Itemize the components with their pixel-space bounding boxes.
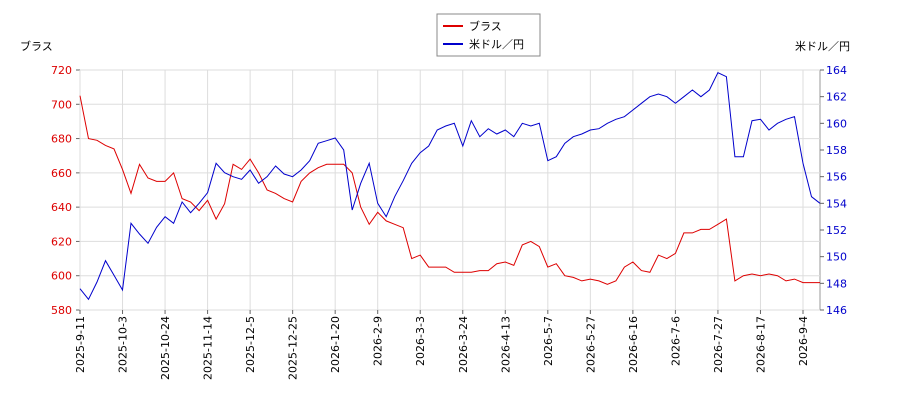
plot-area [79,69,821,311]
legend-label: ブラス [469,19,502,33]
x-tick-label: 2026-7-27 [712,316,725,373]
x-tick-label: 2026-4-13 [499,316,512,373]
x-tick-label: 2025-12-5 [244,316,257,373]
x-tick-label: 2026-5-7 [542,316,555,366]
x-tick-label: 2026-1-20 [329,316,342,373]
x-tick-label: 2026-2-9 [372,316,385,366]
y-tick-label: 600 [51,270,72,283]
legend-box [436,13,541,57]
x-tick-label: 2025-9-11 [74,316,87,373]
y2-tick-label: 154 [826,197,847,210]
x-tick-label: 2026-3-3 [414,316,427,366]
y-tick-label: 580 [51,304,72,317]
x-tick-label: 2026-8-17 [754,316,767,373]
y2-tick-label: 150 [826,251,847,264]
x-tick-label: 2026-9-4 [797,316,810,366]
x-tick-label: 2026-3-24 [457,316,470,373]
y-tick-label: 720 [51,64,72,77]
y2-tick-label: 158 [826,144,847,157]
x-tick-label: 2026-5-27 [584,316,597,373]
legend-label: 米ドル／円 [469,38,524,51]
y-tick-label: 660 [51,167,72,180]
x-tick-label: 2025-10-3 [117,316,130,373]
y-axis-title: ブラス [20,39,53,53]
x-tick-label: 2026-6-16 [627,316,640,373]
series-line [79,72,821,301]
y2-tick-label: 162 [826,91,847,104]
y-tick-label: 700 [51,98,72,111]
x-tick-label: 2025-12-25 [287,316,300,380]
y2-tick-label: 164 [826,64,847,77]
x-tick-label: 2025-11-14 [202,316,215,380]
y2-tick-label: 152 [826,224,847,237]
y-tick-label: 620 [51,235,72,248]
y2-tick-label: 160 [826,117,847,130]
y2-tick-label: 148 [826,277,847,290]
y-tick-label: 640 [51,201,72,214]
x-tick-label: 2026-7-6 [669,316,682,366]
y-tick-label: 680 [51,133,72,146]
x-tick-label: 2025-10-24 [159,316,172,380]
series-line [79,95,820,285]
y2-tick-label: 156 [826,171,847,184]
y2-tick-label: 146 [826,304,847,317]
y2-axis-title: 米ドル／円 [795,40,850,53]
